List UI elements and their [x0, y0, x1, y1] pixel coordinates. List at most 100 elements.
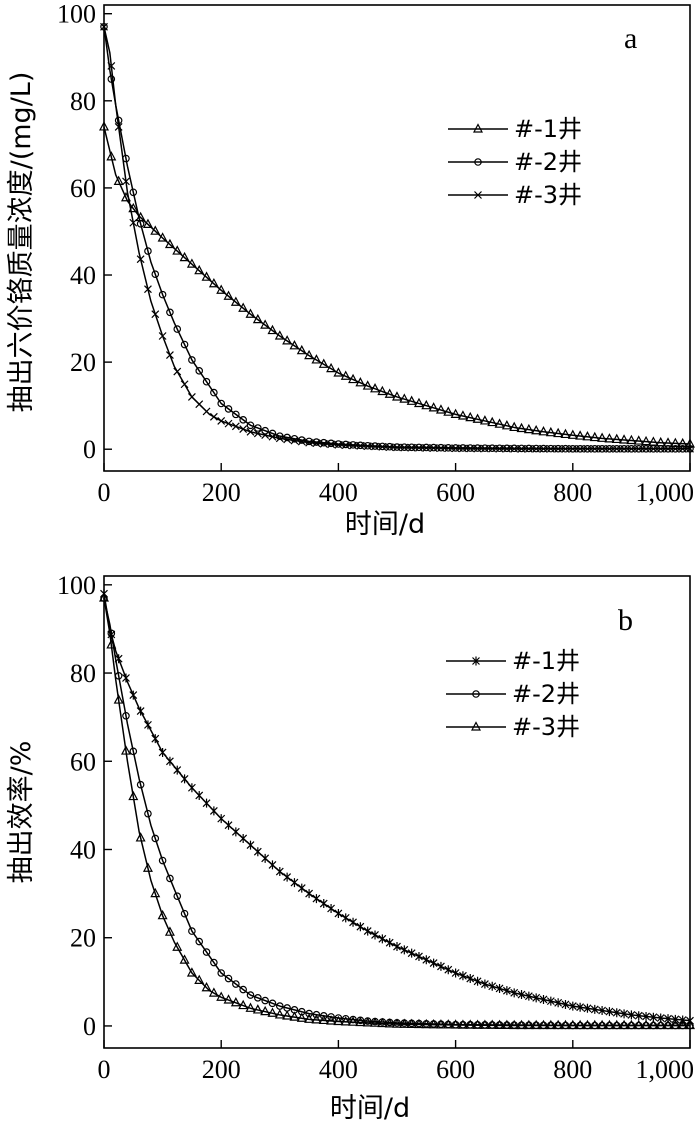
data-point-b-1	[524, 991, 533, 1001]
data-point-b-2	[268, 999, 277, 1008]
data-point-a-3	[371, 442, 379, 451]
data-point-a-1	[421, 399, 432, 410]
x-tick-label-a-3: 600	[436, 478, 475, 507]
data-point-a-1	[501, 420, 512, 430]
data-point-b-1	[305, 889, 314, 899]
data-point-a-2	[129, 188, 138, 197]
data-point-b-3	[128, 790, 139, 801]
data-point-b-3	[106, 639, 117, 649]
data-point-a-1	[260, 319, 271, 329]
data-point-b-3	[626, 1019, 637, 1030]
data-point-a-3	[327, 440, 335, 449]
data-point-a-3	[144, 285, 152, 294]
data-point-b-1	[568, 1001, 577, 1011]
ticks-b: 0 200 400 600 800 1,000 0 20 40 60 80 100	[57, 571, 694, 1084]
y-axis-title-b: 抽出效率/%	[6, 741, 37, 884]
series-group-a	[99, 22, 695, 453]
data-point-a-3	[356, 441, 365, 450]
data-point-a-2	[202, 377, 211, 386]
data-point-a-3	[524, 444, 533, 453]
data-point-b-1	[510, 988, 519, 998]
data-point-a-3	[283, 435, 292, 444]
legend-label-b-1: #-1井	[512, 647, 580, 675]
data-point-b-3	[406, 1018, 417, 1029]
data-point-b-3	[501, 1019, 512, 1030]
data-point-b-3	[194, 974, 205, 984]
data-point-b-1	[341, 913, 350, 923]
data-point-a-3	[297, 437, 306, 446]
data-point-b-3	[296, 1012, 307, 1022]
legend-label-a-2: #-2井	[514, 148, 582, 176]
data-point-b-3	[333, 1015, 344, 1026]
data-point-a-1	[113, 175, 124, 185]
data-point-a-1	[428, 402, 439, 412]
data-point-a-3	[605, 444, 614, 453]
data-point-a-1	[274, 330, 285, 340]
data-point-b-3	[384, 1018, 395, 1028]
data-point-b-1	[459, 971, 467, 981]
data-point-b-3	[494, 1019, 505, 1029]
data-point-b-3	[201, 981, 212, 992]
data-point-b-2	[305, 1009, 313, 1018]
data-point-a-1	[216, 284, 227, 294]
data-point-b-2	[312, 1010, 321, 1019]
data-point-a-3	[466, 444, 475, 453]
data-point-b-3	[230, 997, 241, 1007]
panel-b-chart: 0 200 400 600 800 1,000 0 20 40 60 80 100 b 时间/d 抽出…	[6, 571, 695, 1124]
series-line-a-3	[103, 26, 690, 450]
data-point-a-3	[312, 439, 321, 448]
data-point-a-1	[633, 435, 644, 445]
data-point-a-3	[561, 444, 570, 453]
data-point-a-2	[224, 405, 233, 413]
data-point-a-3	[444, 444, 453, 453]
data-point-b-3	[157, 909, 168, 920]
data-point-a-3	[664, 444, 672, 453]
data-point-a-3	[459, 444, 467, 453]
data-point-a-1	[164, 238, 175, 249]
data-point-a-1	[326, 362, 337, 373]
data-point-b-3	[392, 1018, 402, 1028]
data-point-a-1	[179, 251, 190, 262]
x-tick-label-b-3: 600	[436, 1055, 475, 1084]
x-tick-label-a-0: 0	[98, 478, 111, 507]
data-point-a-3	[378, 442, 387, 451]
data-point-b-1	[166, 756, 174, 766]
data-point-a-2	[158, 290, 167, 299]
data-point-a-3	[576, 444, 585, 453]
data-point-a-1	[611, 433, 622, 444]
data-point-b-3	[589, 1019, 600, 1030]
data-point-b-3	[509, 1019, 520, 1030]
data-point-b-1	[561, 999, 570, 1009]
data-point-a-1	[479, 415, 490, 425]
data-point-b-1	[532, 993, 541, 1003]
data-point-a-1	[282, 335, 293, 345]
y-tick-label-a-0: 0	[83, 435, 96, 464]
data-point-a-3	[305, 438, 314, 447]
data-point-b-3	[567, 1019, 578, 1030]
data-point-b-3	[135, 832, 146, 842]
data-point-b-1	[268, 860, 277, 870]
data-point-b-1	[378, 934, 387, 944]
plot-area-a	[103, 4, 691, 472]
data-point-b-1	[187, 783, 196, 793]
data-point-a-2	[239, 416, 247, 424]
data-point-b-2	[107, 629, 116, 638]
y-tick-label-b-0: 0	[83, 1012, 96, 1041]
data-point-b-1	[451, 968, 460, 978]
data-point-b-3	[670, 1019, 681, 1030]
data-point-b-3	[582, 1019, 593, 1030]
data-point-b-1	[466, 974, 475, 984]
x-axis-title-a: 时间/d	[345, 509, 425, 540]
data-point-a-3	[319, 439, 328, 448]
data-point-a-3	[275, 434, 284, 443]
data-point-a-2	[188, 356, 196, 364]
data-point-b-1	[349, 917, 357, 927]
data-point-b-3	[318, 1014, 329, 1025]
data-point-b-2	[217, 969, 226, 977]
data-point-b-3	[223, 994, 234, 1004]
data-point-a-2	[107, 75, 116, 83]
data-point-b-1	[275, 867, 284, 877]
data-point-b-1	[334, 908, 343, 918]
legend-item-b-2: #-2井	[446, 680, 580, 708]
data-point-a-1	[494, 418, 505, 428]
